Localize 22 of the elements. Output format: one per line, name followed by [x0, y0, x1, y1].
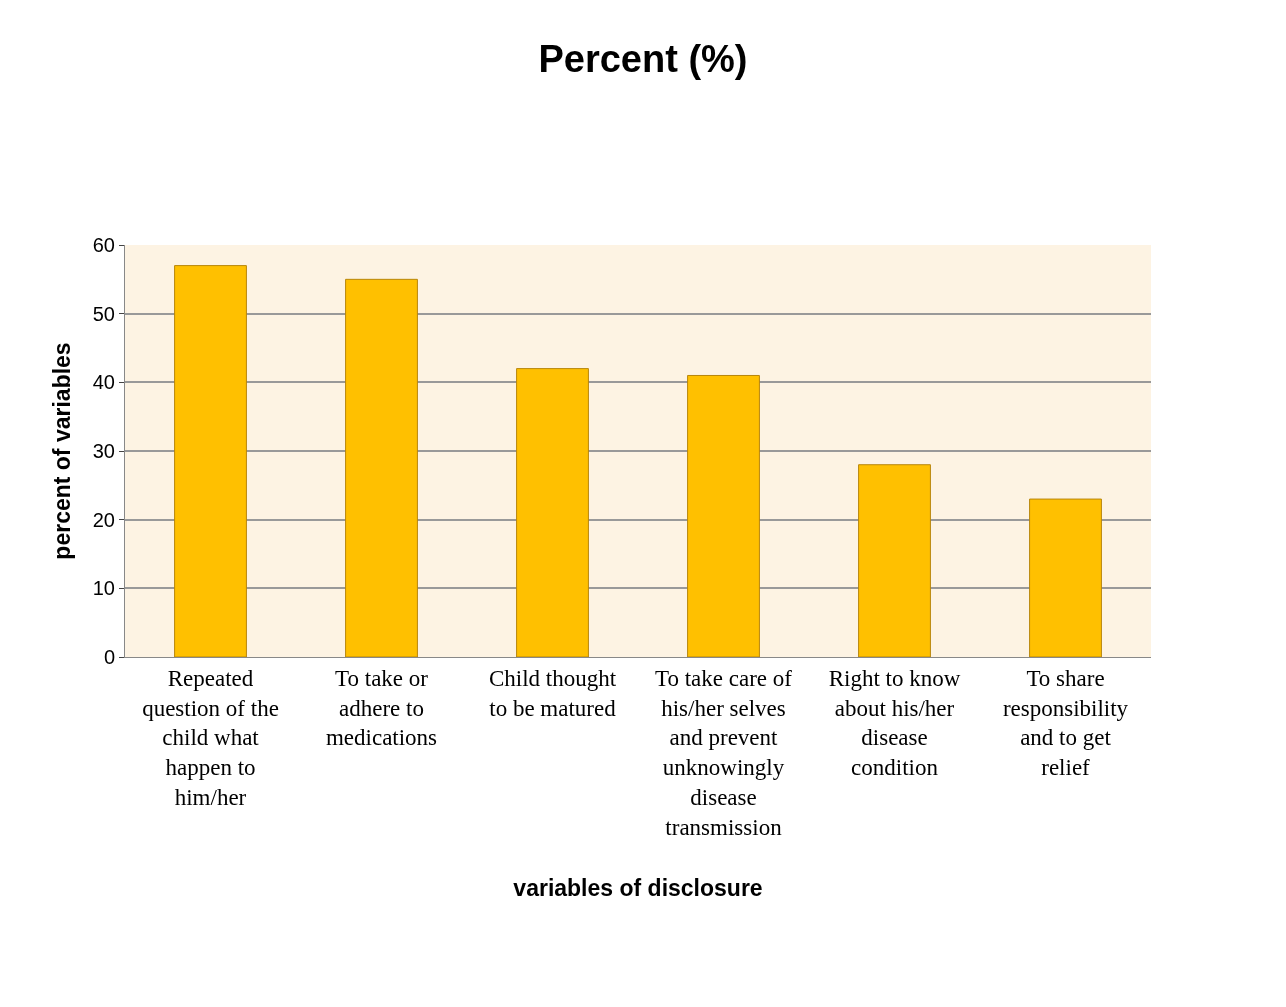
x-tick-label: To share responsibility and to get relief: [1002, 665, 1129, 781]
bar: [858, 464, 931, 657]
y-tick-label: 60: [92, 234, 115, 256]
y-tick-label: 30: [92, 440, 115, 462]
x-tick-label: Repeated question of the child what happen to him/her: [142, 665, 279, 811]
x-tick-label: To take or adhere to medications: [325, 665, 438, 751]
y-axis-title: percent of variables: [49, 342, 76, 560]
y-tick-label: 0: [103, 646, 115, 668]
x-tick-label: Child thought to be matured: [488, 665, 617, 721]
bar: [516, 368, 589, 657]
y-tick-label: 50: [92, 302, 115, 325]
y-tick-label: 10: [92, 577, 115, 600]
bar: [345, 278, 418, 657]
y-tick-label: 20: [92, 508, 115, 531]
bar: [174, 265, 247, 657]
chart-title: Percent (%): [538, 37, 748, 80]
bar: [1029, 498, 1102, 657]
x-tick-label: To take care of his/her selves and prevent unknowingly disease transmission: [655, 665, 793, 841]
x-tick-label: Right to know about his/her disease condition: [828, 665, 961, 781]
x-axis-title: variables of disclosure: [513, 874, 763, 901]
bar: [687, 374, 760, 657]
y-tick-label: 40: [92, 371, 115, 394]
